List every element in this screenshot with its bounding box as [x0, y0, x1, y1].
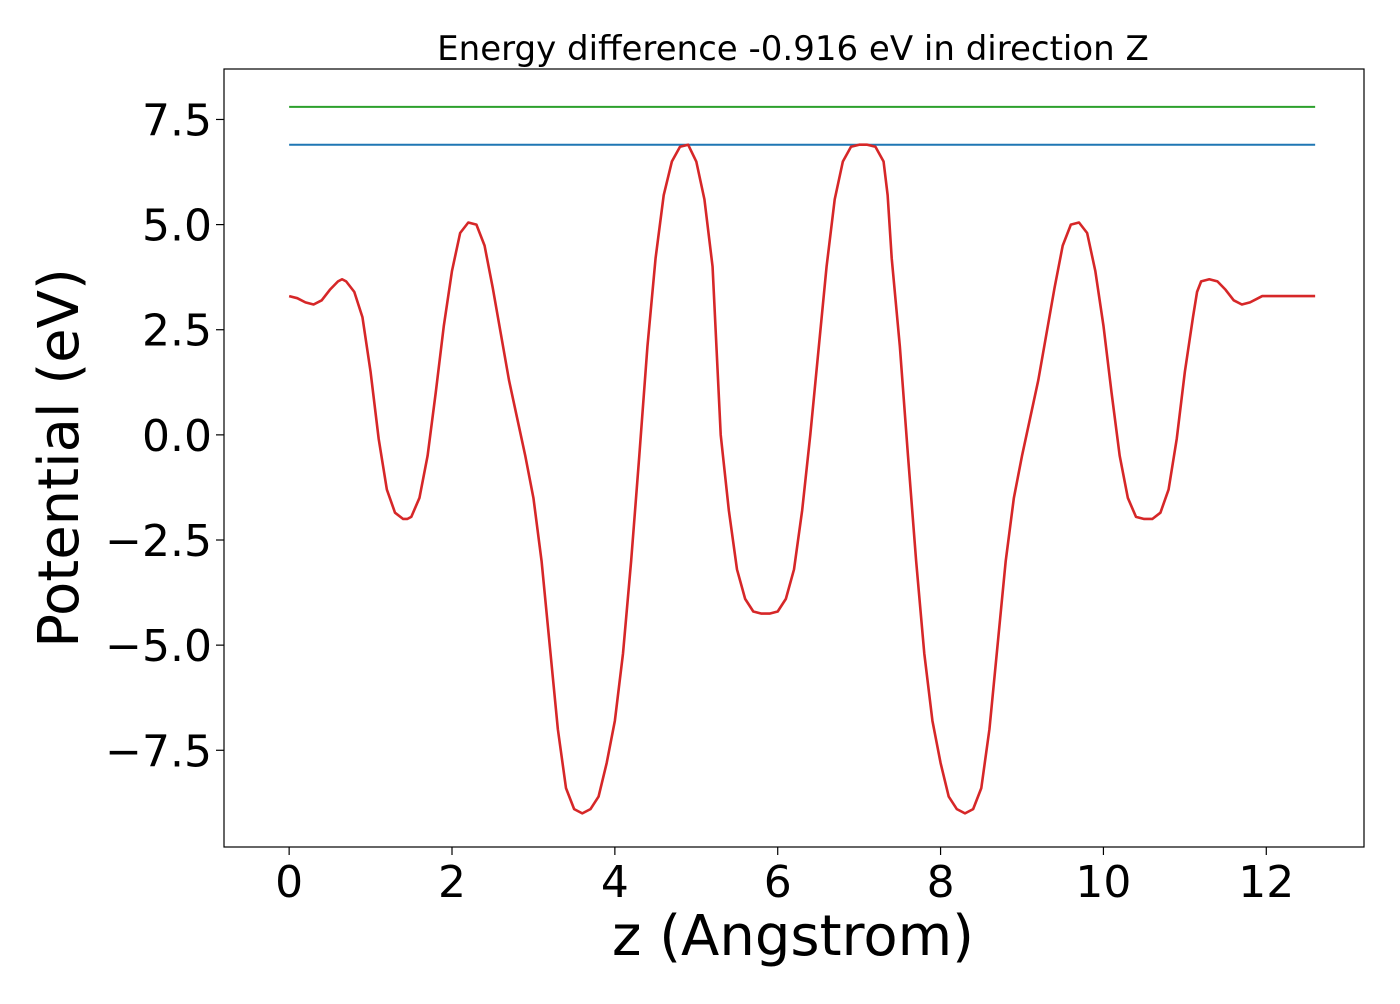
x-axis-label: z (Angstrom) — [612, 904, 974, 969]
y-tick-label: 2.5 — [142, 306, 212, 357]
y-tick-label: −5.0 — [105, 621, 212, 672]
x-tick-label: 8 — [927, 857, 955, 908]
y-tick-label: 7.5 — [142, 95, 212, 146]
y-tick-label: −2.5 — [105, 516, 212, 567]
chart-title: Energy difference -0.916 eV in direction… — [437, 29, 1149, 69]
x-tick-label: 10 — [1075, 857, 1131, 908]
x-tick-label: 4 — [601, 857, 629, 908]
y-axis-ticks: 7.5 5.0 2.5 0.0 −2.5 −5.0 −7.5 — [105, 95, 224, 777]
x-tick-label: 6 — [764, 857, 792, 908]
y-tick-label: 0.0 — [142, 411, 212, 462]
series-layer — [288, 105, 1316, 815]
y-tick-label: 5.0 — [142, 201, 212, 252]
x-tick-label: 12 — [1238, 857, 1294, 908]
y-axis-label: Potential (eV) — [27, 268, 92, 648]
plot-area-frame — [223, 68, 1365, 848]
x-axis-ticks: 0 2 4 6 8 10 12 — [275, 847, 1294, 908]
x-tick-label: 0 — [275, 857, 303, 908]
x-tick-label: 2 — [438, 857, 466, 908]
y-tick-label: −7.5 — [105, 726, 212, 777]
series-line-2 — [288, 143, 1316, 815]
